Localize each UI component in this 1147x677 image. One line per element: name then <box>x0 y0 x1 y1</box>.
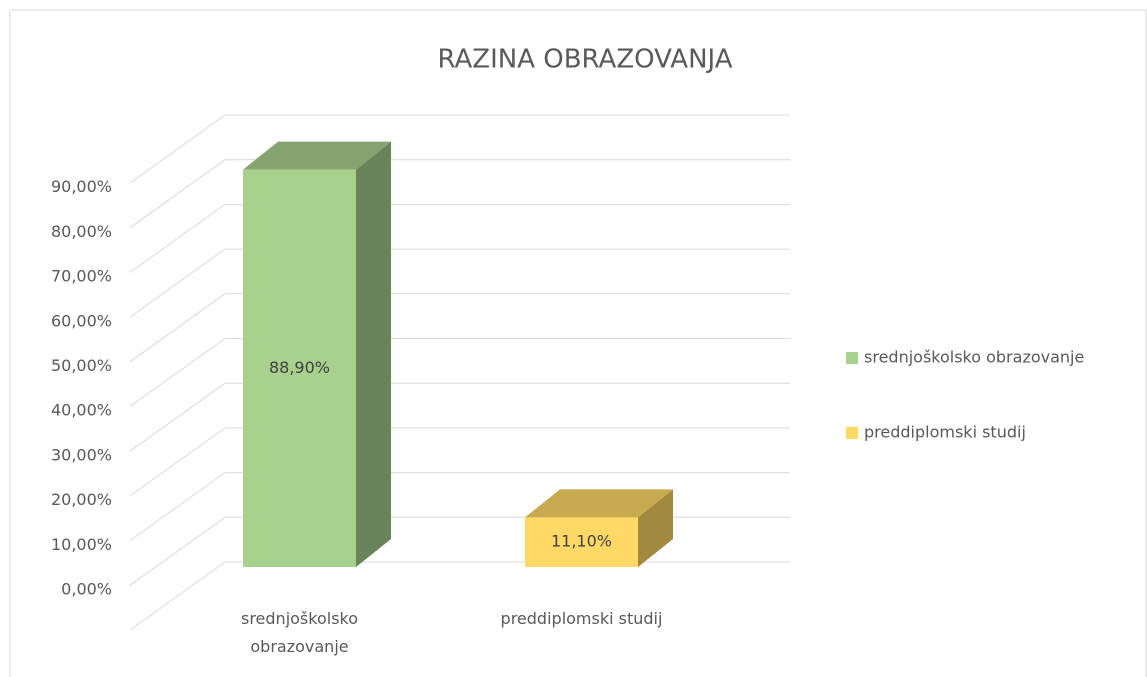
y-tick-label: 90,00% <box>51 177 112 196</box>
y-tick-label: 10,00% <box>51 535 112 554</box>
legend-label: preddiplomski studij <box>864 423 1026 442</box>
x-tick-label: preddiplomski studij <box>500 609 663 628</box>
wall-edge <box>129 114 226 184</box>
y-tick-label: 30,00% <box>51 445 112 464</box>
grid-line <box>129 248 226 318</box>
chart-title: RAZINA OBRAZOVANJA <box>437 45 732 75</box>
y-tick-label: 20,00% <box>51 490 112 509</box>
grid-line <box>129 561 226 631</box>
grid-line <box>129 203 226 273</box>
y-tick-label: 50,00% <box>51 356 112 375</box>
y-tick-label: 60,00% <box>51 311 112 330</box>
y-tick-label: 70,00% <box>51 267 112 286</box>
legend-swatch <box>846 427 858 439</box>
bar-side <box>638 489 673 567</box>
legend-swatch <box>846 352 858 364</box>
value-label: 88,90% <box>269 358 330 377</box>
grid-line <box>129 516 226 586</box>
value-label: 11,10% <box>551 532 612 551</box>
grid-line <box>129 472 226 542</box>
grid-line <box>129 382 226 452</box>
grid-line <box>129 293 226 363</box>
bar-top <box>525 489 673 518</box>
y-tick-label: 0,00% <box>61 580 112 599</box>
y-tick-label: 40,00% <box>51 401 112 420</box>
bar <box>243 169 356 567</box>
y-tick-label: 80,00% <box>51 222 112 241</box>
bar-side <box>356 141 391 567</box>
legend-label: srednjoškolsko obrazovanje <box>864 348 1084 367</box>
x-tick-label: srednjoškolsko obrazovanje <box>240 609 359 656</box>
bar-top <box>243 141 391 170</box>
grid-line <box>129 427 226 497</box>
grid-line <box>129 159 226 229</box>
grid-line <box>129 338 226 407</box>
chart-frame <box>9 9 1147 677</box>
bar <box>525 517 638 567</box>
